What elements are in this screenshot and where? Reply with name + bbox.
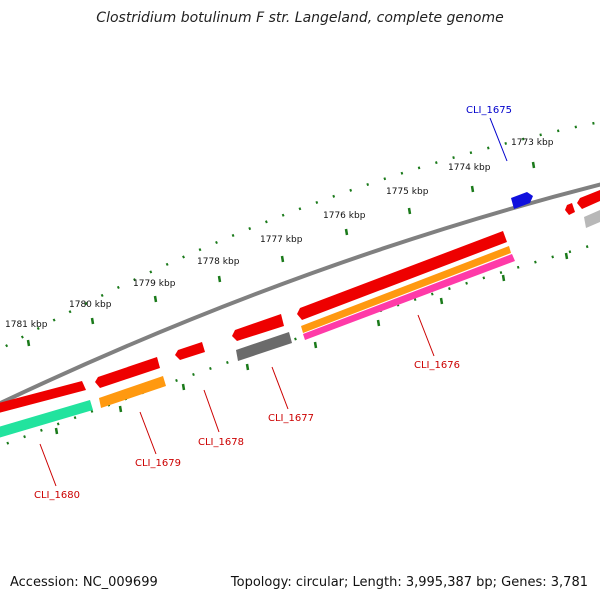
inner-major-ticks [54,252,569,435]
scale-label-1780: 1780 kbp [69,300,112,310]
gene-forward-blue [511,192,533,209]
gene-label-cli-1675[interactable]: CLI_1675 [466,105,512,116]
feature-orange [99,376,166,408]
leader-cli-1677 [271,366,289,410]
scale-label-1781: 1781 kbp [5,320,48,330]
scale-label-1779: 1779 kbp [133,279,176,289]
scale-label-1774: 1774 kbp [448,163,491,173]
topology-text: Topology: circular; Length: 3,995,387 bp… [230,575,588,590]
gene-label-cli-1679[interactable]: CLI_1679 [135,458,181,469]
gene-label-cli-1676[interactable]: CLI_1676 [414,360,460,371]
gene-forward-red [565,203,575,215]
accession-text: Accession: NC_009699 [10,575,158,590]
gene-forward-red [297,231,507,320]
gene-label-cli-1677[interactable]: CLI_1677 [268,413,314,424]
leader-cli-1676 [417,314,435,357]
feature-pink [303,254,515,340]
leader-cli-1679 [139,411,157,455]
scale-label-1776: 1776 kbp [323,211,366,221]
map-title: Clostridium botulinum F str. Langeland, … [96,10,504,26]
feature-teal [0,400,93,438]
gene-label-cli-1680[interactable]: CLI_1680 [34,490,80,501]
gene-forward-red [577,190,600,209]
backbone-track [0,182,600,406]
outer-scale-track [0,120,600,351]
scale-label-1773: 1773 kbp [511,138,554,148]
leader-cli-1680 [39,443,57,487]
feature-orange [301,246,511,333]
outer-major-ticks [26,161,536,347]
gene-forward-red [95,357,160,388]
leader-cli-1678 [203,389,220,433]
scale-label-1777: 1777 kbp [260,235,303,245]
leader-cli-1675 [489,117,508,162]
scale-label-1775: 1775 kbp [386,187,429,197]
feature-light-grey [584,210,600,228]
feature-grey [236,332,292,361]
gene-label-cli-1678[interactable]: CLI_1678 [198,437,244,448]
scale-label-1778: 1778 kbp [197,257,240,267]
gene-forward-red [232,314,284,341]
gene-forward-red [175,342,205,360]
gene-forward-red [0,381,86,413]
